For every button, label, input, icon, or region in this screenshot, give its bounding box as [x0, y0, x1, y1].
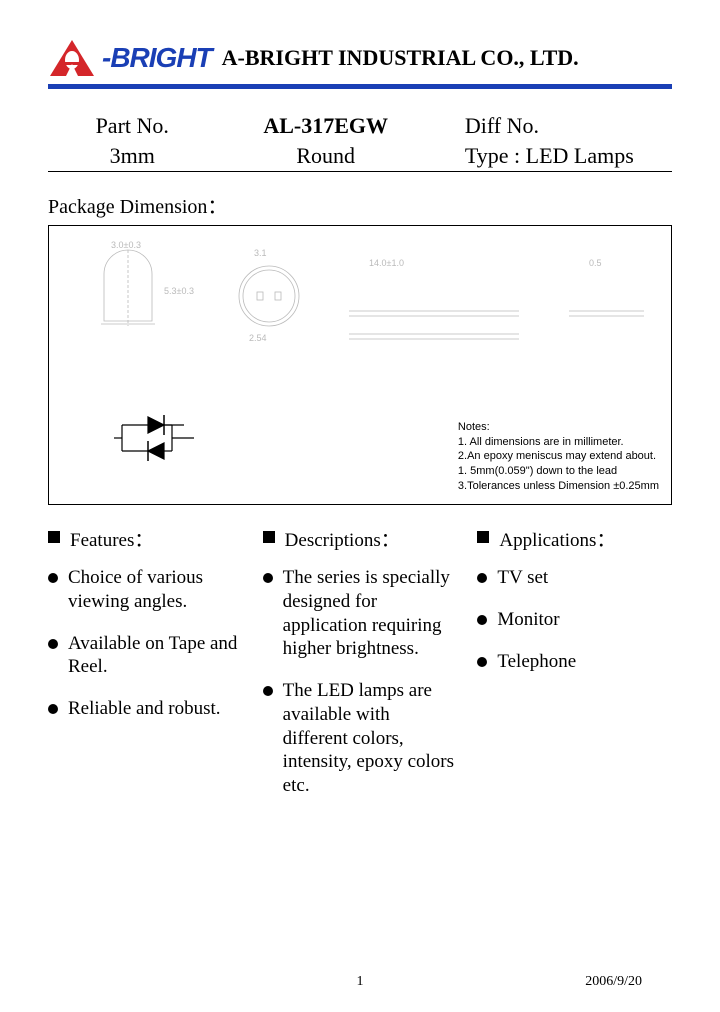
info-columns: Features： Choice of various viewing angl… — [48, 525, 672, 816]
header: -BRIGHT A-BRIGHT INDUSTRIAL CO., LTD. — [48, 38, 672, 78]
applications-title: Applications： — [499, 525, 615, 552]
list-item: Choice of various viewing angles. — [48, 566, 243, 614]
notes-title: Notes: — [458, 420, 659, 435]
svg-text:3.1: 3.1 — [254, 248, 267, 258]
description-text: The LED lamps are available with differe… — [283, 679, 458, 798]
dot-bullet-icon — [263, 573, 273, 583]
spec-diffno-label: Diff No. — [435, 111, 672, 141]
list-item: Available on Tape and Reel. — [48, 632, 243, 680]
descriptions-head: Descriptions： — [263, 525, 458, 552]
list-item: Telephone — [477, 650, 672, 674]
dot-bullet-icon — [477, 573, 487, 583]
spec-row-1: Part No. AL-317EGW Diff No. — [48, 111, 672, 141]
note-1: 1. All dimensions are in millimeter. — [458, 435, 659, 450]
svg-text:14.0±1.0: 14.0±1.0 — [369, 258, 404, 268]
note-2b: 1. 5mm(0.059") down to the lead — [458, 464, 659, 479]
led-symbol-icon — [114, 409, 204, 474]
spec-table: Part No. AL-317EGW Diff No. 3mm Round Ty… — [48, 111, 672, 172]
dot-bullet-icon — [263, 686, 273, 696]
dot-bullet-icon — [477, 657, 487, 667]
square-bullet-icon — [263, 531, 275, 543]
svg-text:5.3±0.3: 5.3±0.3 — [164, 286, 194, 296]
svg-text:2.54: 2.54 — [249, 333, 267, 343]
feature-text: Choice of various viewing angles. — [68, 566, 243, 614]
features-column: Features： Choice of various viewing angl… — [48, 525, 243, 816]
package-diagram: 3.0±0.3 3.1 5.3±0.3 14.0±1.0 0.5 2.54 — [48, 225, 672, 505]
spec-partno-value: AL-317EGW — [216, 111, 434, 141]
list-item: Monitor — [477, 608, 672, 632]
square-bullet-icon — [48, 531, 60, 543]
list-item: TV set — [477, 566, 672, 590]
header-rule — [48, 84, 672, 89]
applications-column: Applications： TV set Monitor Telephone — [477, 525, 672, 816]
svg-text:0.5: 0.5 — [589, 258, 602, 268]
features-head: Features： — [48, 525, 243, 552]
feature-text: Reliable and robust. — [68, 697, 221, 721]
descriptions-column: Descriptions： The series is specially de… — [263, 525, 458, 816]
dot-bullet-icon — [48, 639, 58, 649]
list-item: The series is specially designed for app… — [263, 566, 458, 661]
descriptions-title: Descriptions： — [285, 525, 400, 552]
description-text: The series is specially designed for app… — [283, 566, 458, 661]
dot-bullet-icon — [48, 704, 58, 714]
list-item: The LED lamps are available with differe… — [263, 679, 458, 798]
logo-bright-text: -BRIGHT — [102, 42, 212, 74]
spec-size: 3mm — [48, 141, 216, 172]
footer: 1 2006/9/20 — [0, 974, 720, 990]
spec-type: Type : LED Lamps — [435, 141, 672, 172]
page-number: 1 — [357, 974, 364, 990]
footer-date: 2006/9/20 — [585, 974, 642, 990]
svg-text:3.0±0.3: 3.0±0.3 — [111, 240, 141, 250]
package-dimension-label: Package Dimension： — [48, 190, 672, 219]
feature-text: Available on Tape and Reel. — [68, 632, 243, 680]
diagram-notes: Notes: 1. All dimensions are in millimet… — [458, 420, 659, 494]
square-bullet-icon — [477, 531, 489, 543]
dot-bullet-icon — [477, 615, 487, 625]
dot-bullet-icon — [48, 573, 58, 583]
note-2: 2.An epoxy meniscus may extend about. — [458, 449, 659, 464]
company-name: A-BRIGHT INDUSTRIAL CO., LTD. — [222, 45, 579, 71]
logo-a-icon — [48, 38, 96, 78]
note-3: 3.Tolerances unless Dimension ±0.25mm — [458, 479, 659, 494]
spec-shape: Round — [216, 141, 434, 172]
application-text: TV set — [497, 566, 548, 590]
features-title: Features： — [70, 525, 153, 552]
applications-head: Applications： — [477, 525, 672, 552]
application-text: Telephone — [497, 650, 576, 674]
application-text: Monitor — [497, 608, 559, 632]
list-item: Reliable and robust. — [48, 697, 243, 721]
spec-partno-label: Part No. — [48, 111, 216, 141]
spec-row-2: 3mm Round Type : LED Lamps — [48, 141, 672, 172]
